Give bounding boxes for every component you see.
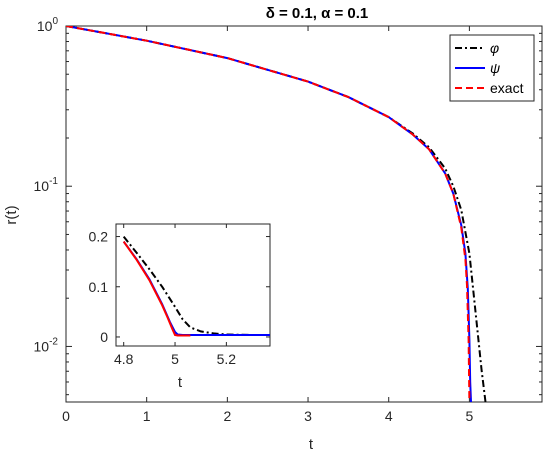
inset-plot: 4.8 5 5.2 0 0.1 0.2 <box>89 223 271 367</box>
inset-x-tick-label: 5.2 <box>217 351 237 367</box>
x-tick-label: 2 <box>223 408 231 424</box>
x-tick-label: 3 <box>304 408 312 424</box>
y-tick-label: 10-1 <box>34 176 59 194</box>
x-tick-label: 5 <box>465 408 473 424</box>
inset-x-tick-label: 5 <box>171 351 179 367</box>
y-tick-label: 100 <box>37 16 59 34</box>
inset-y-tick-label: 0 <box>100 329 108 345</box>
main-plot: 0 1 2 3 4 5 100 10-1 10-2 <box>34 16 543 424</box>
x-tick-label: 0 <box>62 408 70 424</box>
inset-y-tick-label: 0.1 <box>89 279 109 295</box>
x-axis-label: t <box>309 436 314 453</box>
x-tick-label: 4 <box>385 408 393 424</box>
series-line-exact <box>66 26 471 402</box>
y-tick-label: 10-2 <box>34 336 59 354</box>
inset-axes-box <box>115 223 271 347</box>
main-axes-box <box>65 25 543 403</box>
y-axis-label: r(t) <box>3 205 20 224</box>
inset-y-tick-label: 0.2 <box>89 229 109 245</box>
chart-title: δ = 0.1, α = 0.1 <box>266 5 369 22</box>
legend-label-psi: ψ <box>490 60 500 76</box>
legend-label-phi: φ <box>490 40 499 56</box>
x-tick-label: 1 <box>143 408 151 424</box>
legend-label-exact: exact <box>490 80 524 96</box>
legend: φψ exact <box>449 34 535 102</box>
inset-series-line-exact <box>122 241 191 337</box>
inset-x-axis-label: t <box>178 374 183 391</box>
inset-x-tick-label: 4.8 <box>114 351 134 367</box>
